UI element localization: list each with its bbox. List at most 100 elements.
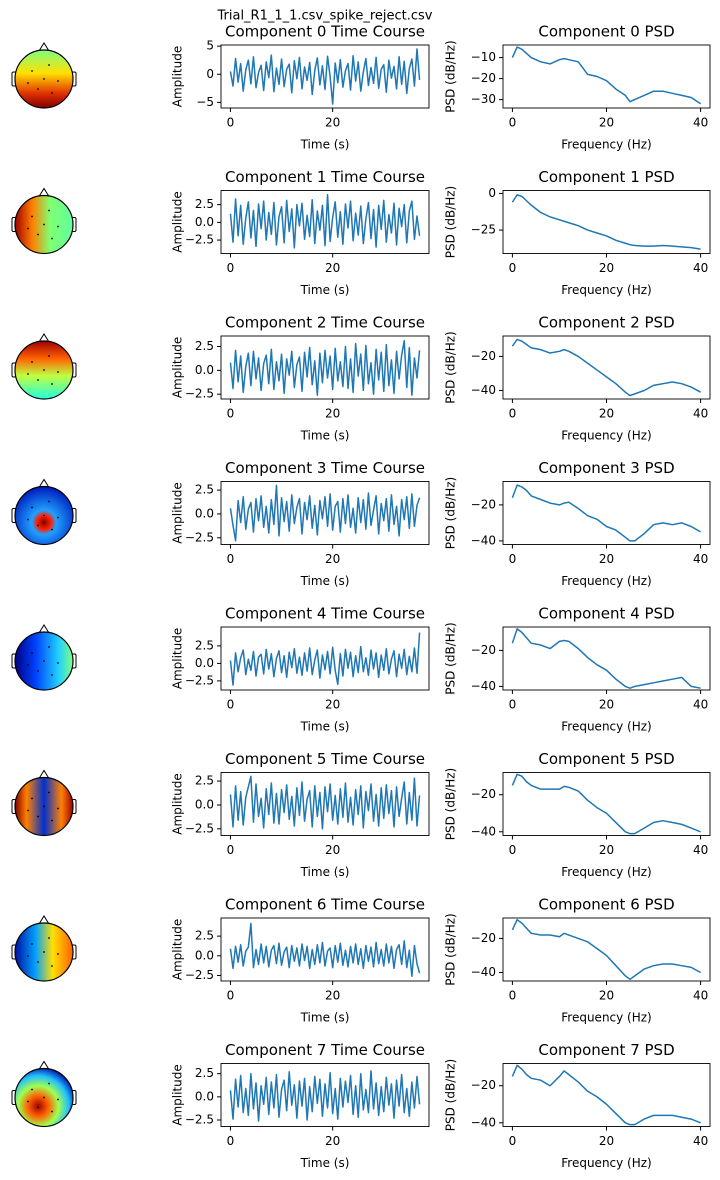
data-line (229, 775, 421, 830)
y-tick-label: 0.0 (195, 506, 214, 520)
y-tick-label: 2.5 (195, 929, 214, 943)
topomap-sensor (48, 500, 50, 503)
x-tick-label: 0 (509, 116, 517, 130)
plot-area (511, 194, 701, 250)
y-tick-label: −5 (196, 95, 214, 109)
plot-area (511, 1064, 701, 1126)
x-tick-label: 0 (227, 116, 235, 130)
y-tick-label: −40 (471, 1115, 496, 1129)
topomap-nose (38, 769, 50, 779)
topomap-sensor (37, 961, 39, 963)
x-axis-label: Frequency (Hz) (561, 138, 652, 152)
topomap-nose (38, 42, 50, 52)
topomap-nose (38, 187, 50, 197)
plot-area (511, 338, 701, 397)
topomap-sensor (31, 1088, 33, 1091)
y-axis-label: Amplitude (171, 46, 185, 108)
chart-title: Component 5 Time Course (225, 750, 425, 768)
axes-frame (220, 335, 430, 400)
topomap-sensor (31, 361, 33, 363)
topomap-sensor (37, 815, 39, 818)
data-line (511, 773, 701, 835)
x-tick-label: 20 (599, 698, 614, 712)
y-tick-label: −20 (471, 1078, 496, 1092)
data-line (511, 1064, 701, 1126)
y-tick-label: −40 (471, 965, 496, 979)
y-tick-label: −40 (471, 824, 496, 838)
y-tick-label: −2.5 (185, 968, 214, 982)
y-axis-label: Amplitude (171, 919, 185, 981)
y-tick-label: 0.0 (195, 948, 214, 962)
topomap (11, 187, 77, 255)
topomap-sensor (27, 518, 29, 521)
y-tick-label: 2.5 (195, 774, 214, 788)
topomap-sensor (43, 660, 45, 662)
y-axis-label: PSD (dB/Hz) (444, 913, 458, 986)
y-tick-label: −2.5 (185, 233, 214, 247)
x-tick-label: 20 (325, 1134, 340, 1148)
x-tick-label: 0 (509, 1134, 517, 1148)
y-axis-label: PSD (dB/Hz) (444, 768, 458, 841)
data-line (511, 628, 701, 689)
y-tick-label: 0.0 (195, 1089, 214, 1103)
y-axis-label: PSD (dB/Hz) (444, 1059, 458, 1132)
x-tick-label: 40 (693, 698, 708, 712)
topomap-nose (38, 478, 50, 488)
plot-area (229, 340, 421, 396)
x-tick-label: 0 (227, 843, 235, 857)
y-tick-label: −2.5 (185, 821, 214, 835)
data-line (229, 922, 421, 978)
topomap (11, 915, 77, 982)
chart-title: Component 3 Time Course (225, 459, 425, 477)
y-tick-label: 2.5 (195, 638, 214, 652)
topomap-sensor (43, 78, 45, 80)
axes-frame (220, 1063, 430, 1127)
y-tick-label: 0.0 (195, 656, 214, 670)
topomap-sensor (43, 1096, 45, 1099)
topomap-sensor (43, 514, 45, 517)
topomap-sensor (27, 955, 29, 957)
axes-frame (220, 44, 430, 109)
plot-area (229, 194, 421, 249)
topomap-sensor (57, 807, 59, 810)
y-axis-label: Amplitude (171, 191, 185, 253)
x-axis-label: Frequency (Hz) (561, 1011, 652, 1025)
y-tick-label: 2.5 (195, 483, 214, 497)
chart-title: Component 0 PSD (538, 23, 674, 41)
topomap-sensor (37, 88, 39, 90)
y-tick-label: −40 (471, 383, 496, 397)
axes-frame (220, 626, 430, 691)
topomap-sensor (57, 953, 59, 955)
y-tick-label: 0.0 (195, 215, 214, 229)
x-axis-label: Time (s) (300, 1156, 350, 1170)
topomap-sensor (31, 70, 33, 72)
x-tick-label: 20 (325, 552, 340, 566)
topomap-sensor (57, 516, 59, 519)
y-axis-label: Amplitude (171, 628, 185, 690)
y-tick-label: 2.5 (195, 197, 214, 211)
axes-frame (220, 481, 430, 545)
data-line (511, 46, 702, 105)
y-tick-label: −20 (471, 787, 496, 801)
x-axis-label: Frequency (Hz) (561, 574, 652, 588)
y-tick-label: −20 (471, 643, 496, 657)
x-tick-label: 20 (325, 698, 340, 712)
x-tick-label: 20 (599, 552, 614, 566)
y-tick-label: −2.5 (185, 673, 214, 687)
topomap-sensor (48, 209, 50, 212)
chart-title: Component 1 PSD (538, 168, 674, 186)
plot-area (229, 48, 421, 105)
y-tick-label: −30 (471, 92, 496, 106)
x-tick-label: 0 (509, 989, 517, 1003)
y-tick-label: 0.0 (195, 797, 214, 811)
plot-area (229, 922, 421, 978)
data-line (511, 918, 701, 981)
y-tick-label: −40 (471, 679, 496, 693)
y-tick-label: −2.5 (185, 530, 214, 544)
x-axis-label: Time (s) (300, 574, 350, 588)
chart-title: Component 6 PSD (538, 896, 674, 914)
y-tick-label: −10 (471, 50, 496, 64)
y-axis-label: PSD (dB/Hz) (444, 622, 458, 695)
x-tick-label: 40 (693, 843, 708, 857)
x-tick-label: 20 (325, 407, 340, 421)
